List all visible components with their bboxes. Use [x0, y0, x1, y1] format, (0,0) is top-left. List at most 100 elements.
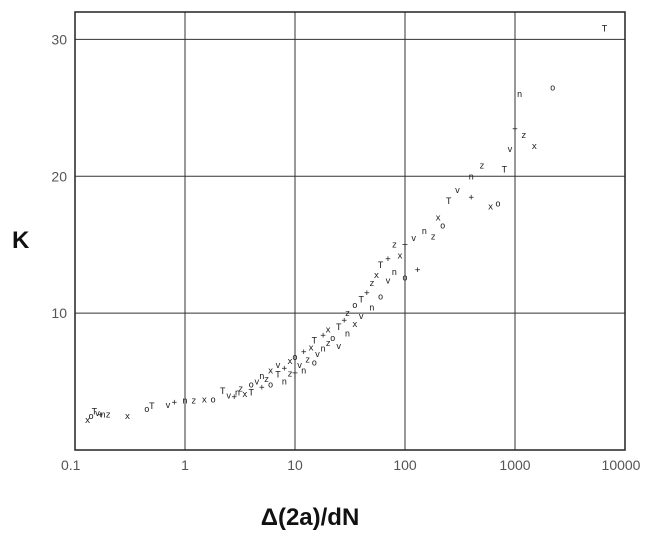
data-point: z — [105, 410, 110, 420]
data-point: o — [144, 405, 149, 415]
data-point: x — [374, 271, 380, 281]
data-point: + — [512, 124, 518, 134]
data-point: x — [85, 416, 91, 426]
x-tick-label: 0.1 — [61, 457, 81, 473]
data-point: + — [385, 254, 391, 264]
data-point: + — [98, 410, 104, 420]
y-tick-label: 20 — [51, 168, 67, 184]
data-point: + — [301, 347, 307, 357]
data-point: o — [495, 200, 500, 210]
data-point: + — [341, 316, 347, 326]
data-point: + — [282, 364, 288, 374]
data-point: v — [95, 409, 100, 419]
data-point: o — [292, 353, 297, 363]
data-point: z — [479, 161, 484, 171]
data-point: x — [308, 343, 314, 353]
data-point: v — [507, 145, 512, 155]
tick-labels: 0.1 1 10 100 1000 10000 10 20 30 — [51, 31, 640, 473]
y-tick-label: 30 — [51, 31, 67, 47]
data-point: v — [455, 186, 460, 196]
data-point: x — [202, 395, 208, 405]
data-point: n — [100, 410, 105, 420]
data-point: o — [352, 301, 357, 311]
data-point: + — [259, 383, 265, 393]
data-point: + — [469, 193, 475, 203]
data-point: n — [392, 268, 397, 278]
data-point: x — [242, 390, 248, 400]
data-point: x — [397, 252, 403, 262]
x-tick-label: 1 — [181, 457, 189, 473]
data-point: n — [259, 372, 264, 382]
data-point: T — [149, 402, 155, 412]
data-point: x — [287, 357, 293, 367]
data-point: n — [369, 304, 374, 314]
data-point: T — [602, 24, 608, 34]
data-point: v — [297, 361, 302, 371]
x-tick-label: 100 — [393, 457, 417, 473]
data-point: o — [440, 222, 445, 232]
data-point: z — [392, 241, 397, 251]
data-point: o — [268, 380, 273, 390]
data-point: o — [402, 274, 407, 284]
data-point: z — [345, 309, 350, 319]
data-point: x — [125, 412, 131, 422]
data-point: x — [532, 142, 538, 152]
data-point: v — [315, 350, 320, 360]
data-point: T — [292, 372, 298, 382]
data-point: n — [301, 367, 306, 377]
data-point: z — [305, 356, 310, 366]
data-point: T — [275, 371, 281, 381]
data-point: z — [325, 339, 330, 349]
data-point: n — [182, 397, 187, 407]
data-point: n — [320, 345, 325, 355]
data-point: o — [249, 380, 254, 390]
data-point: T — [249, 389, 255, 399]
data-point: o — [378, 293, 383, 303]
data-point: z — [430, 232, 435, 242]
data-point: v — [254, 378, 259, 388]
y-axis-label: K — [12, 227, 30, 254]
data-point: T — [92, 408, 98, 418]
data-point: n — [282, 378, 287, 388]
data-point: T — [502, 165, 508, 175]
data-point: n — [235, 389, 240, 399]
data-point: + — [364, 289, 370, 299]
data-point: o — [312, 358, 317, 368]
data-point: x — [325, 326, 331, 336]
data-point: n — [517, 90, 522, 100]
data-point: z — [369, 279, 374, 289]
plot-frame — [74, 11, 626, 451]
data-point: T — [220, 387, 226, 397]
data-point: T — [402, 243, 408, 253]
y-tick-label: 10 — [51, 305, 67, 321]
data-point: x — [268, 367, 274, 377]
data-point: n — [469, 172, 474, 182]
data-point: z — [264, 375, 269, 385]
data-point: v — [336, 342, 341, 352]
grid — [74, 12, 626, 450]
data-point: T — [446, 197, 452, 207]
data-point: z — [287, 369, 292, 379]
x-tick-label: 10000 — [602, 457, 641, 473]
data-point: o — [88, 412, 93, 422]
data-point: o — [550, 83, 555, 93]
data-point: + — [231, 393, 237, 403]
x-tick-label: 10 — [287, 457, 303, 473]
data-point: T — [359, 295, 365, 305]
data-point: z — [238, 384, 243, 394]
data-point: z — [521, 131, 526, 141]
data-point: o — [330, 334, 335, 344]
data-point: T — [378, 261, 384, 271]
data-point: v — [359, 312, 364, 322]
data-point: T — [312, 337, 318, 347]
data-point: v — [385, 276, 390, 286]
data-point: v — [411, 234, 416, 244]
data-point: T — [336, 323, 342, 333]
data-point: z — [191, 397, 196, 407]
data-point: n — [422, 227, 427, 237]
data-point: x — [488, 202, 494, 212]
x-axis-label: Δ(2a)/dN — [261, 504, 360, 531]
data-point: v — [275, 361, 280, 371]
